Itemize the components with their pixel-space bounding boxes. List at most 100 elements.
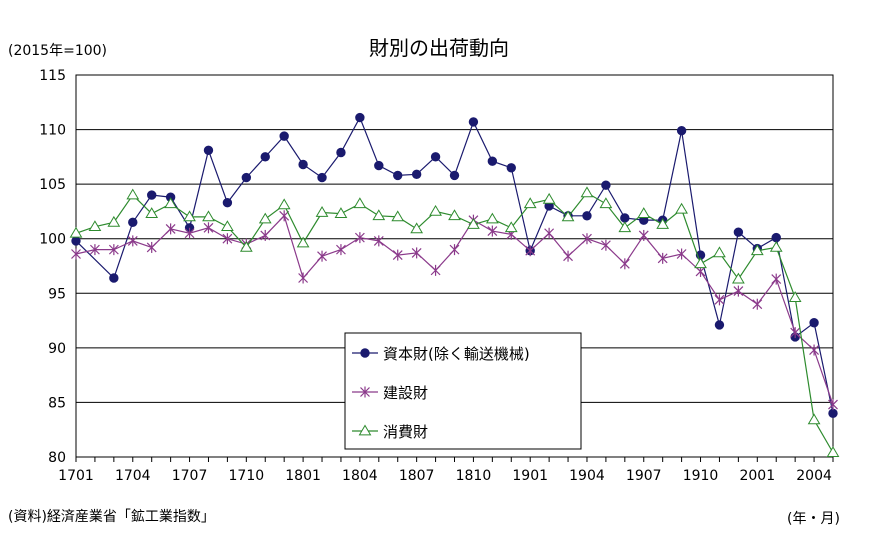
y-tick-label: 90 <box>48 341 66 357</box>
data-point <box>620 213 630 223</box>
data-point <box>317 250 327 262</box>
data-point <box>657 252 668 264</box>
y-tick-label: 80 <box>48 450 66 466</box>
data-point <box>809 344 819 356</box>
data-point <box>694 257 707 269</box>
series-0 <box>71 112 838 419</box>
data-point <box>202 210 215 222</box>
data-point <box>183 210 196 222</box>
data-point <box>108 244 119 256</box>
data-point <box>298 159 308 170</box>
data-point <box>732 272 745 284</box>
data-point <box>714 320 725 330</box>
data-point <box>582 233 592 245</box>
data-point <box>334 207 348 218</box>
legend-box <box>344 332 582 450</box>
x-tick-label: 1810 <box>456 468 492 484</box>
data-point <box>619 258 630 270</box>
data-point <box>392 249 403 261</box>
y-tick-label: 100 <box>39 232 66 248</box>
data-point <box>769 240 783 252</box>
data-point <box>563 250 573 262</box>
data-point <box>467 218 480 229</box>
data-point <box>676 248 687 260</box>
y-tick-label: 115 <box>39 68 66 84</box>
data-point <box>164 197 177 209</box>
data-point <box>449 170 460 181</box>
data-point <box>601 180 611 190</box>
data-point <box>360 386 370 398</box>
data-point <box>146 241 157 253</box>
y-tick-label: 110 <box>39 123 66 139</box>
data-point <box>222 197 233 208</box>
data-point <box>828 408 838 419</box>
data-point <box>336 147 346 158</box>
data-point <box>258 212 272 224</box>
data-point <box>391 210 405 222</box>
x-tick-label: 1707 <box>172 468 208 484</box>
data-point <box>372 209 386 221</box>
x-tick-label: 1901 <box>512 468 548 484</box>
data-point <box>713 246 726 258</box>
x-tick-label: 1801 <box>285 468 321 484</box>
data-point <box>580 186 594 198</box>
data-point <box>107 215 121 227</box>
data-point <box>752 298 763 310</box>
data-point <box>298 272 309 284</box>
x-tick-label: 2001 <box>739 468 775 484</box>
data-point <box>88 220 102 232</box>
series-layer <box>69 112 840 457</box>
data-point <box>525 245 536 257</box>
data-point <box>828 399 838 411</box>
y-tick-label: 105 <box>39 177 66 193</box>
data-point <box>260 229 271 241</box>
data-point <box>468 117 479 127</box>
legend-item: 資本財(除く輸送機械) <box>352 345 530 363</box>
data-point <box>733 227 744 237</box>
data-point <box>487 225 498 237</box>
data-point <box>277 198 291 210</box>
data-point <box>126 188 140 200</box>
data-point <box>393 170 403 181</box>
data-point <box>771 232 781 243</box>
x-tick-label: 1804 <box>342 468 378 484</box>
x-tick-label: 1910 <box>683 468 719 484</box>
data-point <box>487 156 498 166</box>
axes: 80 85 90 95 100 105 110 115 1701 1704 1707 1710 1801… <box>39 68 834 484</box>
data-point <box>544 227 555 239</box>
data-point <box>676 125 687 136</box>
data-point <box>90 244 100 256</box>
data-point <box>109 273 119 283</box>
data-point <box>411 247 422 259</box>
data-point <box>504 221 518 233</box>
data-point <box>241 172 252 183</box>
data-point <box>448 209 461 221</box>
data-point <box>523 197 537 209</box>
data-point <box>147 190 157 200</box>
data-point <box>71 248 81 260</box>
data-point <box>561 210 575 222</box>
x-tick-label: 2004 <box>796 468 832 484</box>
data-point <box>317 172 327 183</box>
data-point <box>807 413 821 425</box>
chart-title: 財別の出荷動向 <box>369 36 509 60</box>
data-point <box>165 223 176 235</box>
data-point <box>733 285 744 297</box>
data-point <box>410 222 424 234</box>
series-1 <box>71 210 838 411</box>
data-point <box>429 204 442 216</box>
legend-label: 資本財(除く輸送機械) <box>383 345 530 363</box>
legend-label: 建設財 <box>383 384 428 402</box>
data-point <box>809 318 819 328</box>
data-point <box>826 446 840 457</box>
data-point <box>71 236 81 246</box>
data-point <box>203 222 214 234</box>
legend-label: 消費財 <box>383 423 428 441</box>
data-point <box>449 244 460 256</box>
x-tick-label: 1904 <box>569 468 605 484</box>
data-point <box>296 236 310 248</box>
data-point <box>675 202 688 214</box>
data-point <box>355 112 365 123</box>
data-point <box>656 218 670 229</box>
